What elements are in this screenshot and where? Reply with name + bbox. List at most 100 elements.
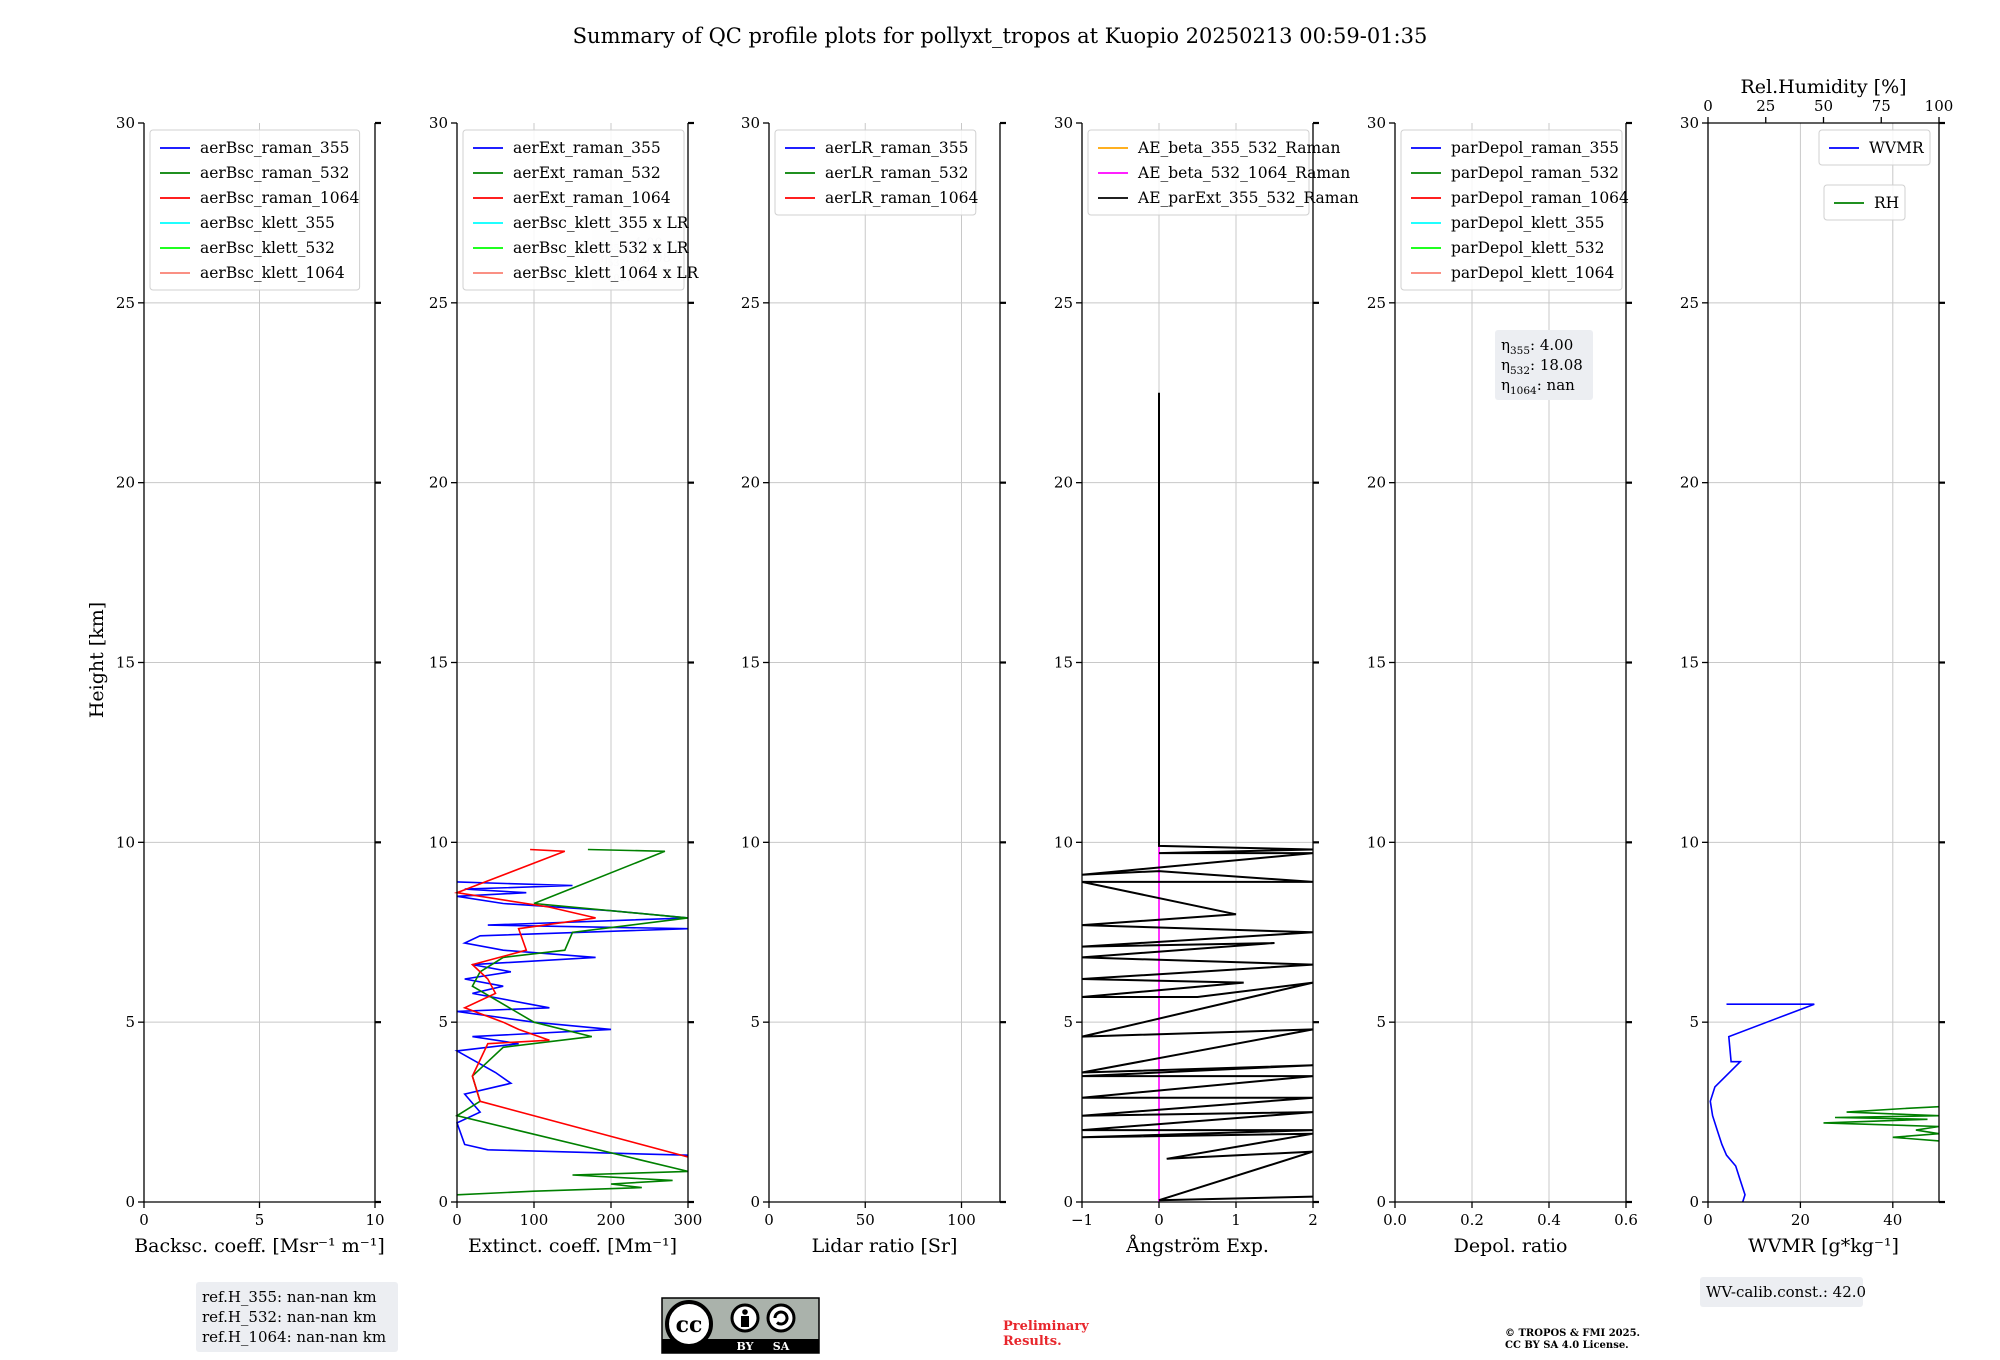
x-tick-label: 0 bbox=[764, 1211, 774, 1229]
y-tick-label: 10 bbox=[1054, 833, 1073, 851]
cc-license-badge: cc BY SA bbox=[661, 1297, 820, 1354]
x-tick-label: 40 bbox=[1883, 1211, 1902, 1229]
legend-label: parDepol_klett_355 bbox=[1451, 214, 1604, 232]
preliminary-text-1: Preliminary bbox=[1003, 1319, 1089, 1334]
y-tick-label: 20 bbox=[1054, 474, 1073, 492]
y-tick-label: 25 bbox=[116, 294, 135, 312]
y-tick-label: 5 bbox=[1376, 1013, 1386, 1031]
y-tick-label: 20 bbox=[429, 474, 448, 492]
legend-label: aerBsc_klett_532 x LR bbox=[513, 239, 690, 257]
x-tick-label: 2 bbox=[1308, 1211, 1318, 1229]
cc-sa-label: SA bbox=[773, 1340, 790, 1353]
x-tick-label: 100 bbox=[947, 1211, 976, 1229]
x-tick-label: 0.6 bbox=[1614, 1211, 1638, 1229]
y-tick-label: 0 bbox=[1063, 1193, 1073, 1211]
y-tick-label: 10 bbox=[1680, 833, 1699, 851]
y-tick-label: 5 bbox=[125, 1013, 135, 1031]
y-tick-label: 0 bbox=[750, 1193, 760, 1211]
y-tick-label: 10 bbox=[1367, 833, 1386, 851]
x-axis-label: WVMR [g*kg⁻¹] bbox=[1748, 1235, 1899, 1257]
y-tick-label: 20 bbox=[1680, 474, 1699, 492]
y-tick-label: 20 bbox=[741, 474, 760, 492]
y-tick-label: 5 bbox=[1063, 1013, 1073, 1031]
series-line-WVMR bbox=[1709, 1003, 1815, 1203]
preliminary-text-2: Results. bbox=[1003, 1334, 1062, 1349]
panel-lr: 0 5 10 15 20 25 30 0 50 100 Lidar ratio [Sr] aerLR_… bbox=[741, 114, 1006, 1257]
x-axis-label: Extinct. coeff. [Mm⁻¹] bbox=[468, 1235, 677, 1257]
y-tick-label: 25 bbox=[429, 294, 448, 312]
y-tick-label: 30 bbox=[1367, 114, 1386, 132]
x-axis-label: Ångström Exp. bbox=[1125, 1235, 1269, 1257]
top-x-tick-label: 75 bbox=[1872, 97, 1891, 115]
x-tick-label: 200 bbox=[597, 1211, 626, 1229]
series-line-AE_parExt_355_532_Raman bbox=[1081, 392, 1314, 1202]
legend-label: aerLR_raman_355 bbox=[825, 139, 968, 157]
copyright-text-1: © TROPOS & FMI 2025. bbox=[1505, 1328, 1640, 1339]
info-box-text: ref.H_355: nan-nan km bbox=[202, 1288, 377, 1306]
legend-bsc-frame bbox=[149, 129, 361, 291]
legend-label: aerBsc_klett_1064 x LR bbox=[513, 264, 700, 282]
y-tick-label: 5 bbox=[438, 1013, 448, 1031]
panel-bsc: 0 5 10 15 20 25 30 0 5 10 Backsc. coeff. [Msr⁻¹ m⁻… bbox=[116, 114, 398, 1352]
x-axis-label: Lidar ratio [Sr] bbox=[812, 1235, 958, 1257]
legend-depol-frame bbox=[1400, 129, 1623, 291]
x-tick-label: 0 bbox=[1703, 1211, 1713, 1229]
y-tick-label: 30 bbox=[429, 114, 448, 132]
legend-label: AE_beta_532_1064_Raman bbox=[1137, 164, 1350, 182]
x-tick-label: 300 bbox=[674, 1211, 703, 1229]
legend-label: aerBsc_raman_355 bbox=[200, 139, 350, 157]
info-box-depol bbox=[1495, 330, 1593, 400]
cc-by-label: BY bbox=[737, 1340, 754, 1353]
legend-label: aerExt_raman_1064 bbox=[513, 189, 671, 207]
y-tick-label: 30 bbox=[1680, 114, 1699, 132]
y-tick-label: 25 bbox=[1680, 294, 1699, 312]
legend-label: aerLR_raman_1064 bbox=[825, 189, 978, 207]
legend-label: RH bbox=[1874, 194, 1899, 212]
info-box-text: ref.H_1064: nan-nan km bbox=[202, 1328, 386, 1346]
x-tick-label: 20 bbox=[1791, 1211, 1810, 1229]
y-tick-label: 10 bbox=[741, 833, 760, 851]
legend-label: aerBsc_klett_355 x LR bbox=[513, 214, 690, 232]
x-tick-label: 0.0 bbox=[1383, 1211, 1407, 1229]
x-tick-label: 50 bbox=[856, 1211, 875, 1229]
legend-rh-frame bbox=[1823, 184, 1906, 221]
cc-icon bbox=[665, 1300, 713, 1348]
x-tick-label: 0 bbox=[1154, 1211, 1164, 1229]
legend-depol: parDepol_raman_355 parDepol_raman_532 parD… bbox=[1400, 129, 1629, 291]
legend-label: aerBsc_raman_1064 bbox=[200, 189, 360, 207]
legend-lr-frame bbox=[774, 129, 977, 216]
info-box-text: WV-calib.const.: 42.0 bbox=[1706, 1283, 1866, 1301]
series-line-aerExt_raman_1064 bbox=[453, 848, 689, 1158]
y-tick-label: 30 bbox=[1054, 114, 1073, 132]
copyright-text-2: CC BY SA 4.0 License. bbox=[1505, 1340, 1629, 1351]
x-axis-label: Depol. ratio bbox=[1454, 1235, 1568, 1257]
legend-label: WVMR bbox=[1869, 139, 1925, 157]
legend-label: aerLR_raman_532 bbox=[825, 164, 968, 182]
y-tick-label: 0 bbox=[438, 1193, 448, 1211]
x-axis-label: Backsc. coeff. [Msr⁻¹ m⁻¹] bbox=[134, 1235, 385, 1257]
y-tick-label: 20 bbox=[116, 474, 135, 492]
y-tick-label: 15 bbox=[1367, 654, 1386, 672]
sa-icon bbox=[766, 1303, 796, 1333]
y-tick-label: 10 bbox=[429, 833, 448, 851]
x-tick-label: 5 bbox=[255, 1211, 265, 1229]
legend-rh: RH bbox=[1823, 184, 1906, 221]
legend-bsc: aerBsc_raman_355 aerBsc_raman_532 aerBsc_r… bbox=[149, 129, 361, 291]
legend-ae-frame bbox=[1087, 129, 1310, 216]
x-tick-label: −1 bbox=[1071, 1211, 1093, 1229]
legend-label: parDepol_raman_532 bbox=[1451, 164, 1619, 182]
legend-label: aerBsc_klett_532 bbox=[200, 239, 335, 257]
legend-label: parDepol_raman_1064 bbox=[1451, 189, 1629, 207]
y-tick-label: 15 bbox=[116, 654, 135, 672]
x-tick-label: 0.4 bbox=[1537, 1211, 1561, 1229]
x-tick-label: 1 bbox=[1231, 1211, 1241, 1229]
y-tick-label: 15 bbox=[1680, 654, 1699, 672]
top-x-axis-label: Rel.Humidity [%] bbox=[1740, 76, 1906, 98]
info-box-text: ref.H_532: nan-nan km bbox=[202, 1308, 377, 1326]
y-tick-label: 25 bbox=[1054, 294, 1073, 312]
top-x-tick-label: 25 bbox=[1756, 97, 1775, 115]
legend-lr: aerLR_raman_355 aerLR_raman_532 aerLR_rama… bbox=[774, 129, 978, 216]
